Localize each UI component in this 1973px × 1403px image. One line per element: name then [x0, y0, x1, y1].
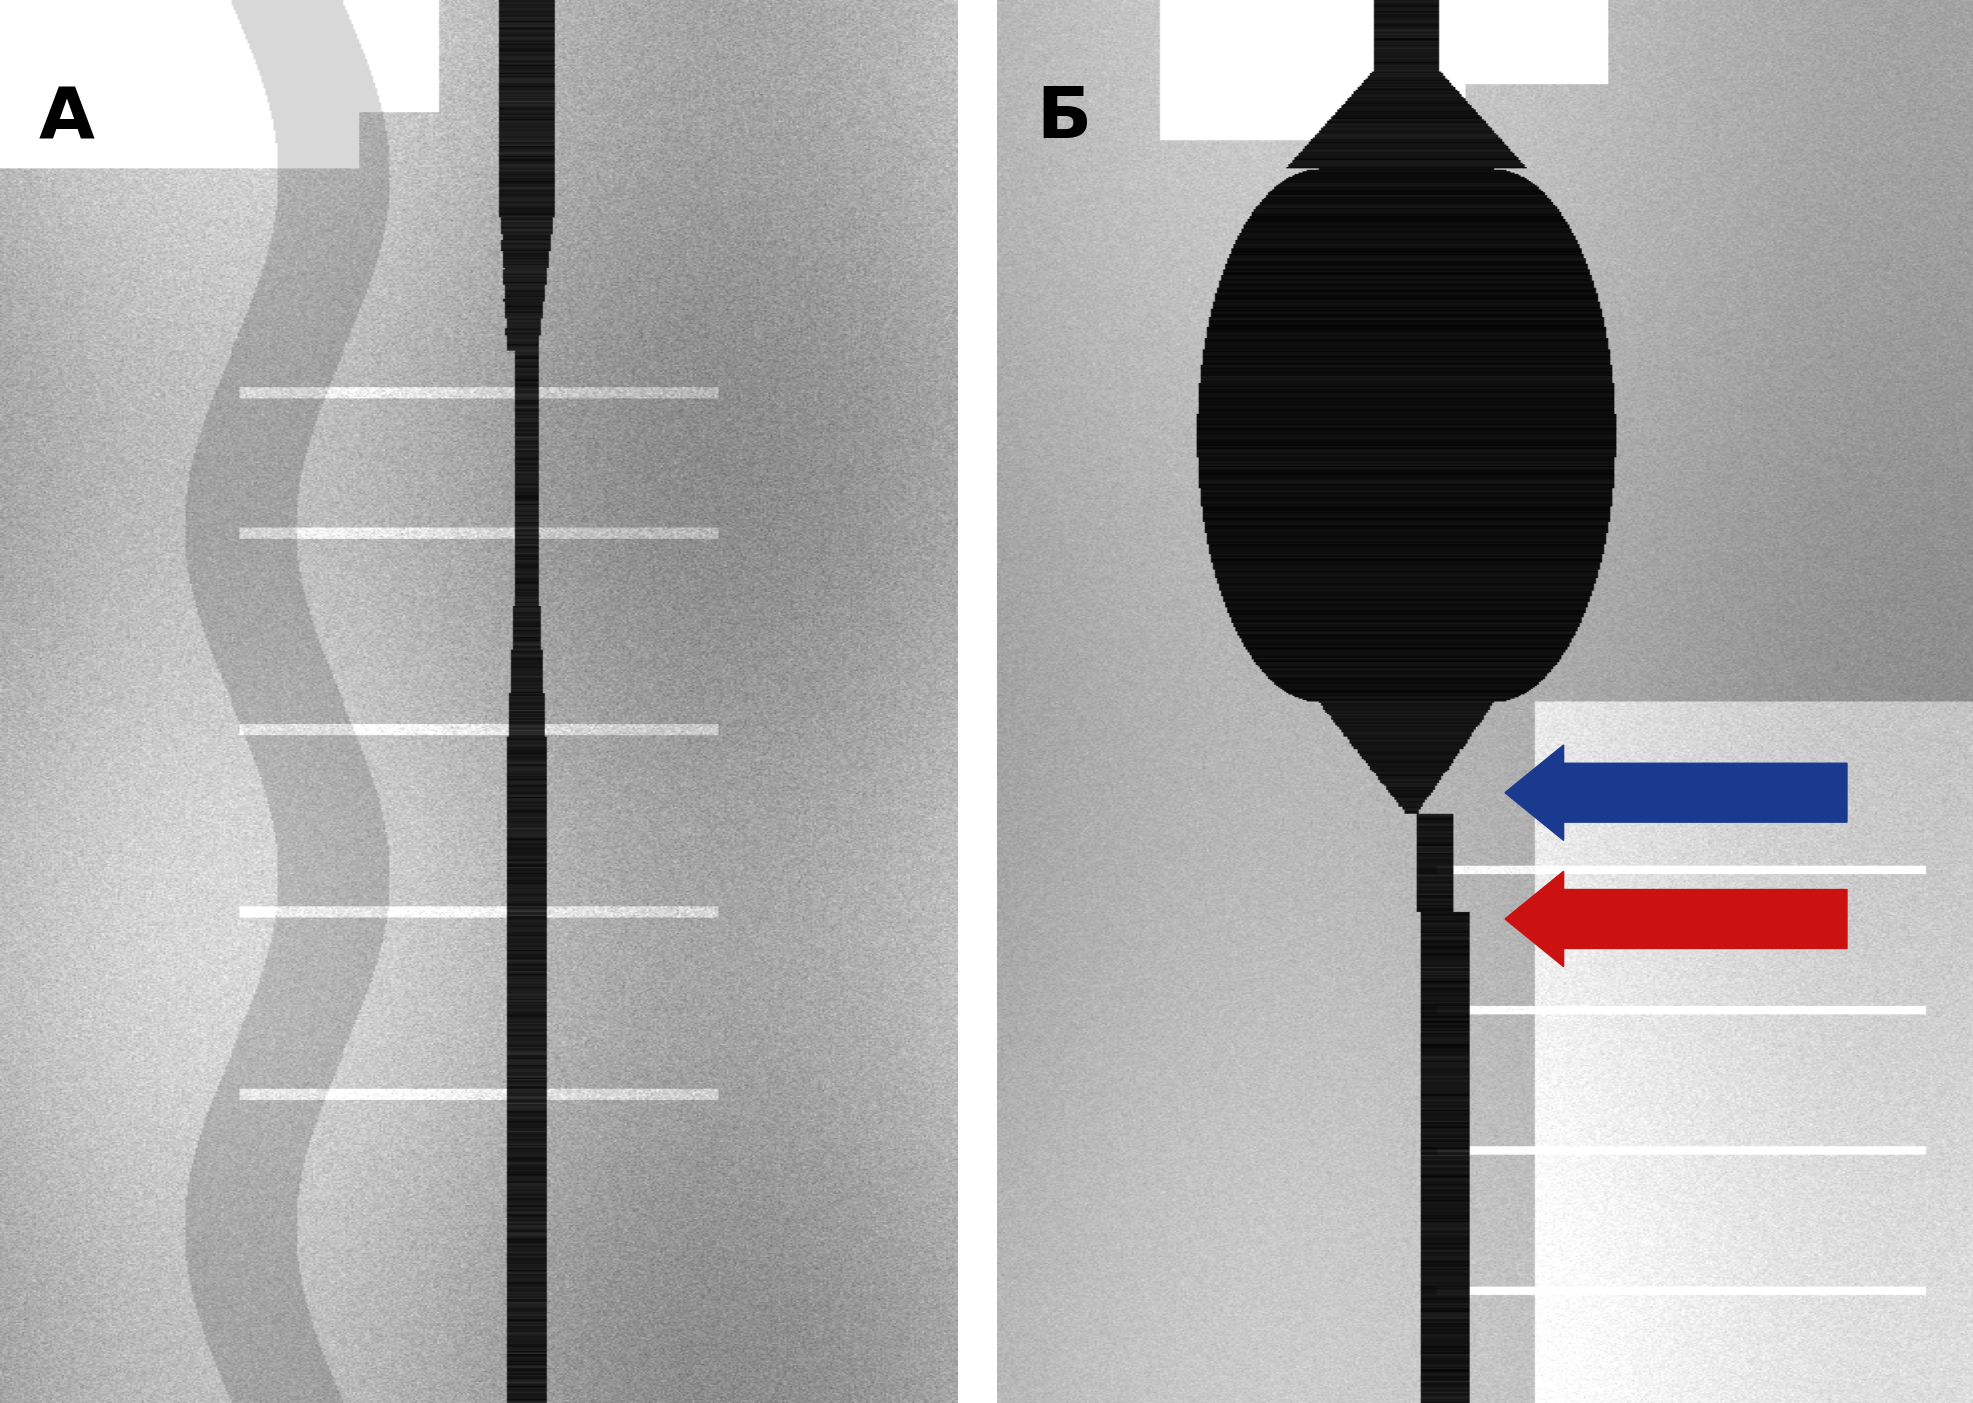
- Text: А: А: [37, 84, 95, 153]
- FancyArrow shape: [1503, 745, 1847, 840]
- FancyArrow shape: [1503, 871, 1847, 967]
- Text: Б: Б: [1036, 84, 1091, 153]
